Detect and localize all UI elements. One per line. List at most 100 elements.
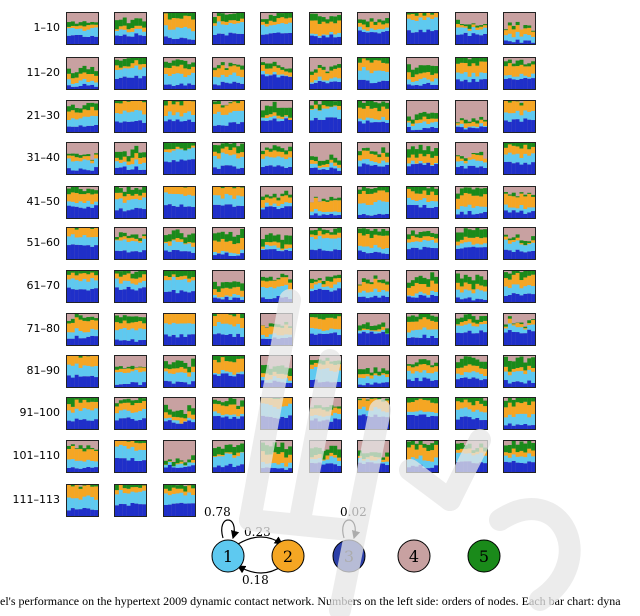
bar-segment [333,290,338,302]
bar-segment [183,271,188,276]
bar-segment [280,13,285,18]
bar-segment [175,13,180,19]
bar-segment [515,284,520,294]
bar-segment [504,29,508,31]
bar-segment [504,192,508,194]
bar-segment [321,319,326,331]
bar-segment [479,188,484,197]
bar-segment [74,335,79,345]
bar-segment [519,243,524,245]
bar-segment [507,238,512,241]
bar-segment [407,379,411,387]
bar-segment [264,454,269,464]
bar-segment [456,373,460,380]
bar-segment [483,412,487,421]
bar-segment [213,294,217,298]
bar-segment [187,75,192,84]
bar-segment [164,36,168,44]
bar-segment [74,460,79,469]
bar-segment [317,76,322,81]
bar-segment [232,287,237,294]
bar-segment [115,413,119,421]
bar-segment [284,275,289,278]
bar-segment [187,143,192,149]
bar-segment [115,210,119,218]
bar-segment [467,314,472,320]
bar-segment [261,24,265,35]
bar-segment [236,123,241,132]
bar-segment [228,299,233,302]
bar-segment [381,322,386,327]
bar-segment [220,125,225,132]
bar-segment [288,282,292,291]
bar-segment [236,408,241,417]
bar-segment [187,148,192,150]
bar-segment [224,187,229,194]
bar-segment [261,34,265,44]
bar-segment [187,64,192,70]
bar-segment [418,29,423,44]
bar-segment [74,28,79,35]
bar-segment [276,77,281,89]
bar-segment [224,444,229,453]
bar-segment [191,366,195,373]
bar-segment [175,485,180,489]
bar-segment [358,228,362,234]
bar-segment [369,252,374,259]
bar-segment [134,316,139,322]
bar-segment [369,247,374,253]
bar-segment [414,316,419,322]
bar-segment [232,356,237,363]
bar-segment [365,106,370,118]
bar-segment [90,160,95,164]
bar-segment [183,421,188,429]
bar-segment [373,70,378,84]
bar-segment [426,236,431,241]
bar-segment [90,420,95,429]
bar-segment [175,143,180,147]
bar-segment [67,274,71,280]
bar-segment [523,66,528,76]
bar-segment [507,195,512,208]
bar-segment [479,380,484,387]
bar-segment [191,143,195,146]
bar-segment [142,340,146,345]
bar-segment [527,275,532,286]
bar-segment [220,334,225,345]
bar-segment [515,402,520,415]
bar-segment [507,78,512,89]
bar-segment [365,298,370,302]
bar-segment [82,451,87,462]
bar-segment [187,119,192,132]
bar-segment [276,324,281,328]
bar-segment [475,25,480,28]
bar-segment [175,187,180,195]
bar-segment [130,502,135,516]
bar-segment [479,35,484,44]
bar-segment [410,286,415,296]
bar-segment [67,320,71,324]
bar-segment [479,290,484,300]
bar-segment [167,324,172,337]
bar-segment [365,150,370,159]
bar-segment [220,250,225,255]
bar-segment [361,190,366,204]
bar-segment [191,314,195,324]
bar-segment [504,425,508,429]
bar-segment [90,467,95,472]
bar-segment [175,372,180,382]
bar-segment [479,447,484,453]
bar-segment [407,411,411,415]
bar-segment [187,323,192,335]
bar-segment [358,30,362,44]
bar-segment [82,461,87,468]
bar-segment [115,403,119,407]
bar-segment [459,443,464,449]
bar-segment [236,294,241,298]
bar-segment [313,82,318,89]
bar-segment [142,329,146,341]
bar-segment [527,78,532,89]
bar-segment [236,445,241,453]
bar-segment [134,198,139,208]
bar-segment [276,65,281,68]
